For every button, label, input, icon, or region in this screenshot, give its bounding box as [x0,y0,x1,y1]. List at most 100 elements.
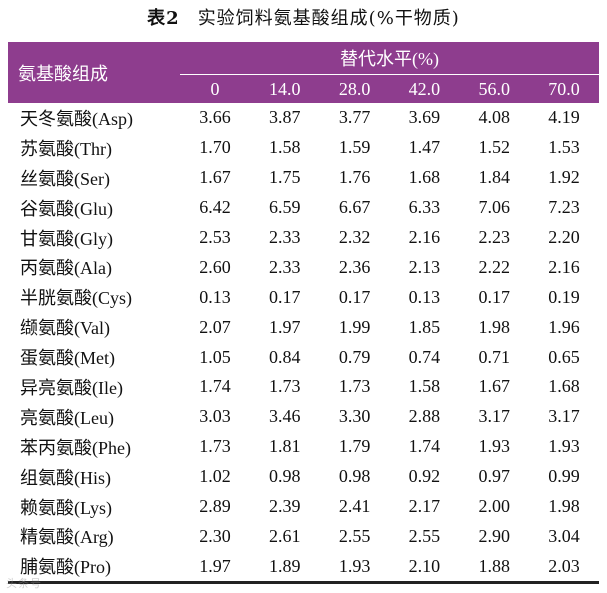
amino-acid-name-cell: 亮氨酸(Leu) [20,407,114,428]
value-cell: 2.00 [478,496,510,517]
table-row: 天冬氨酸(Asp) 3.66 3.87 3.77 3.69 4.08 4.19 [8,103,599,133]
value-cell: 1.89 [249,551,320,585]
value-cell: 1.99 [338,316,371,337]
value-cell: 3.66 [199,107,231,128]
header-row-levels: 0 14.0 28.0 42.0 56.0 70.0 [8,74,599,103]
table-row: 蛋氨酸(Met) 1.05 0.84 0.79 0.74 0.71 0.65 [8,342,599,372]
amino-acid-name-cell: 甘氨酸(Gly) [20,228,113,249]
value-cell: 0.74 [408,346,441,367]
value-cell: 1.73 [199,436,231,457]
amino-acid-name-cell: 异亮氨酸(Ile) [20,377,123,398]
value-cell: 1.70 [199,137,231,158]
amino-acid-name-cell: 苯丙氨酸(Phe) [20,437,131,458]
value-cell: 1.52 [478,137,510,158]
value-cell: 2.20 [548,227,580,247]
value-cell: 1.73 [269,376,301,397]
value-cell: 1.74 [199,376,231,397]
table-caption-title: 实验饲料氨基酸组成(%干物质) [197,8,460,29]
value-cell: 3.77 [338,107,371,128]
value-cell: 2.39 [269,496,301,517]
value-cell: 2.23 [478,227,510,247]
amino-acid-name-cell: 丙氨酸(Ala) [20,258,112,279]
value-cell: 1.76 [338,167,371,188]
value-cell: 1.58 [408,376,441,397]
value-cell: 4.08 [478,107,510,128]
value-cell: 1.02 [199,466,231,487]
table-row: 半胱氨酸(Cys) 0.13 0.17 0.17 0.13 0.17 0.19 [8,282,599,312]
value-cell: 2.53 [199,227,231,247]
value-cell: 1.93 [319,551,390,585]
value-cell: 0.17 [478,286,510,307]
value-cell: 3.87 [269,107,301,128]
value-cell: 2.90 [478,525,510,546]
amino-acid-table: 氨基酸组成 替代水平(%) 0 14.0 28.0 42.0 56.0 70.0… [8,42,599,585]
value-cell: 0.98 [269,466,301,487]
row-header-cell: 氨基酸组成 [8,42,181,103]
value-cell: 1.98 [478,316,510,337]
level-header-cell: 70.0 [529,74,599,103]
value-cell: 1.58 [269,137,301,158]
value-cell: 2.16 [408,227,441,247]
value-cell: 3.46 [269,406,301,427]
value-cell: 3.69 [408,107,441,128]
value-cell: 2.07 [199,316,231,337]
value-cell: 0.79 [338,346,371,367]
amino-acid-name-cell: 缬氨酸(Val) [20,318,110,339]
value-cell: 1.67 [478,376,510,397]
value-cell: 2.13 [408,256,441,277]
value-cell: 6.67 [338,197,371,218]
value-cell: 0.97 [478,466,510,487]
level-header-cell: 42.0 [389,74,460,103]
table-row: 苯丙氨酸(Phe) 1.73 1.81 1.79 1.74 1.93 1.93 [8,432,599,462]
value-cell: 0.17 [269,286,301,307]
value-cell: 6.42 [199,197,231,218]
table-row: 精氨酸(Arg) 2.30 2.61 2.55 2.55 2.90 3.04 [8,521,599,551]
value-cell: 2.55 [338,525,371,546]
value-cell: 3.04 [548,525,580,546]
value-cell: 1.88 [459,551,530,585]
value-cell: 6.33 [408,197,441,218]
amino-acid-name-cell: 苏氨酸(Thr) [20,138,112,159]
table-row: 缬氨酸(Val) 2.07 1.97 1.99 1.85 1.98 1.96 [8,312,599,342]
table-row: 谷氨酸(Glu) 6.42 6.59 6.67 6.33 7.06 7.23 [8,193,599,223]
value-cell: 1.97 [180,551,250,585]
table-row: 组氨酸(His) 1.02 0.98 0.98 0.92 0.97 0.99 [8,462,599,492]
table-row: 亮氨酸(Leu) 3.03 3.46 3.30 2.88 3.17 3.17 [8,402,599,432]
table-row: 脯氨酸(Pro) 1.97 1.89 1.93 2.10 1.88 2.03 [8,551,599,585]
value-cell: 4.19 [548,107,580,128]
value-cell: 0.71 [478,346,510,367]
level-header-cell: 28.0 [319,74,390,103]
table-row: 苏氨酸(Thr) 1.70 1.58 1.59 1.47 1.52 1.53 [8,133,599,163]
value-cell: 3.17 [548,406,580,427]
value-cell: 1.97 [269,316,301,337]
value-cell: 1.05 [199,346,231,367]
value-cell: 2.61 [269,525,301,546]
amino-acid-name-cell: 蛋氨酸(Met) [20,348,115,369]
value-cell: 7.23 [548,197,580,218]
value-cell: 2.33 [269,227,301,247]
amino-acid-name-cell: 组氨酸(His) [20,467,111,488]
value-cell: 2.03 [529,551,599,585]
value-cell: 2.22 [478,256,510,277]
table-row: 丝氨酸(Ser) 1.67 1.75 1.76 1.68 1.84 1.92 [8,163,599,193]
value-cell: 1.68 [408,167,441,188]
level-header-cell: 56.0 [459,74,530,103]
value-cell: 0.17 [338,286,371,307]
value-cell: 1.67 [199,167,231,188]
value-cell: 1.93 [478,436,510,457]
value-cell: 0.13 [408,286,441,307]
value-cell: 2.17 [408,496,441,517]
value-cell: 0.65 [548,346,580,367]
watermark: 头条号 [6,577,42,590]
value-cell: 2.41 [338,496,371,517]
value-cell: 1.79 [338,436,371,457]
value-cell: 2.60 [199,256,231,277]
value-cell: 2.88 [408,406,441,427]
amino-acid-name-cell: 天冬氨酸(Asp) [20,108,133,129]
value-cell: 0.19 [548,286,580,307]
value-cell: 1.47 [408,137,441,158]
amino-acid-name-cell: 赖氨酸(Lys) [20,497,112,518]
value-cell: 1.92 [548,167,580,188]
level-header-cell: 14.0 [249,74,320,103]
value-cell: 1.75 [269,167,301,188]
